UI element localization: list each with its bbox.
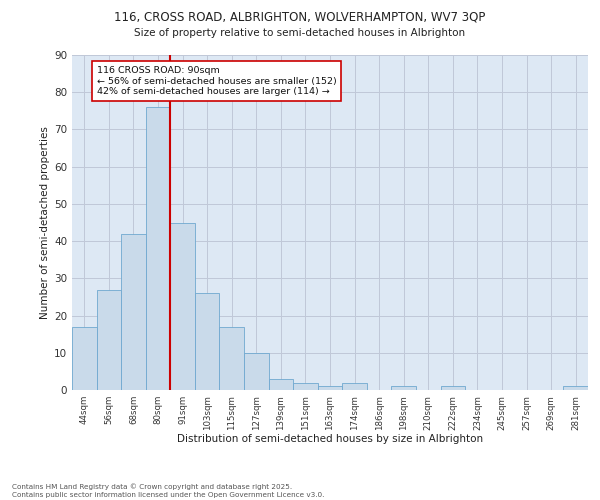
Bar	[195, 293, 220, 390]
Bar	[269, 379, 293, 390]
Text: Size of property relative to semi-detached houses in Albrighton: Size of property relative to semi-detach…	[134, 28, 466, 38]
Text: 116, CROSS ROAD, ALBRIGHTON, WOLVERHAMPTON, WV7 3QP: 116, CROSS ROAD, ALBRIGHTON, WOLVERHAMPT…	[115, 10, 485, 23]
Y-axis label: Number of semi-detached properties: Number of semi-detached properties	[40, 126, 50, 319]
Bar	[391, 386, 416, 390]
Bar	[220, 326, 244, 390]
X-axis label: Distribution of semi-detached houses by size in Albrighton: Distribution of semi-detached houses by …	[177, 434, 483, 444]
Bar	[170, 222, 195, 390]
Bar	[72, 326, 97, 390]
Bar	[563, 386, 588, 390]
Bar	[440, 386, 465, 390]
Text: 116 CROSS ROAD: 90sqm
← 56% of semi-detached houses are smaller (152)
42% of sem: 116 CROSS ROAD: 90sqm ← 56% of semi-deta…	[97, 66, 337, 96]
Bar	[121, 234, 146, 390]
Bar	[342, 382, 367, 390]
Bar	[318, 386, 342, 390]
Bar	[97, 290, 121, 390]
Text: Contains HM Land Registry data © Crown copyright and database right 2025.
Contai: Contains HM Land Registry data © Crown c…	[12, 484, 325, 498]
Bar	[244, 353, 269, 390]
Bar	[146, 107, 170, 390]
Bar	[293, 382, 318, 390]
